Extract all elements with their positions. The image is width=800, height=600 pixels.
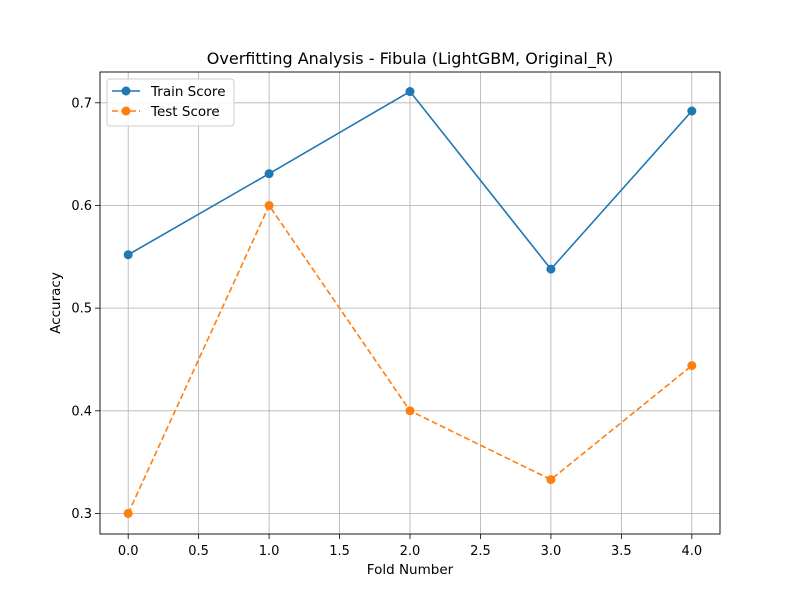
data-point-train-score [123,250,133,260]
x-axis-label: Fold Number [367,562,454,578]
legend-item-test-score: Test Score [112,104,220,120]
x-tick-label: 2.0 [400,544,421,559]
x-tick-label: 0.5 [188,544,209,559]
plot-series [123,87,697,518]
series-train-score [123,87,697,274]
data-point-train-score [405,87,415,97]
x-tick-label: 3.5 [611,544,632,559]
legend-item-train-score: Train Score [112,84,226,100]
x-tick-label: 0.0 [118,544,139,559]
y-axis: 0.3 0.4 0.5 0.6 0.7 [71,96,100,522]
legend-label: Test Score [150,104,220,120]
data-point-train-score [687,106,697,116]
legend: Train Score Test Score [106,78,235,127]
data-point-test-score [264,200,274,210]
x-tick-label: 2.5 [470,544,491,559]
y-tick-label: 0.5 [71,302,92,317]
legend-label: Train Score [150,84,226,100]
y-tick-label: 0.6 [71,199,92,214]
chart-title: Overfitting Analysis - Fibula (LightGBM,… [207,49,613,69]
data-point-test-score [405,406,415,416]
x-tick-label: 1.5 [329,544,350,559]
series-test-score [123,200,697,518]
y-tick-label: 0.3 [71,507,92,522]
legend-marker [121,86,131,96]
x-tick-label: 3.0 [541,544,562,559]
y-tick-label: 0.4 [71,404,92,419]
data-point-train-score [264,169,274,179]
y-tick-label: 0.7 [71,96,92,111]
legend-marker [121,106,131,116]
data-point-test-score [123,508,133,518]
data-point-test-score [687,361,697,371]
x-axis: 0.0 0.5 1.0 1.5 2.0 2.5 3.0 3.5 4.0 [118,534,702,559]
x-tick-label: 4.0 [681,544,702,559]
data-point-test-score [546,475,556,485]
data-point-train-score [546,264,556,274]
y-axis-label: Accuracy [48,272,64,334]
x-tick-label: 1.0 [259,544,280,559]
